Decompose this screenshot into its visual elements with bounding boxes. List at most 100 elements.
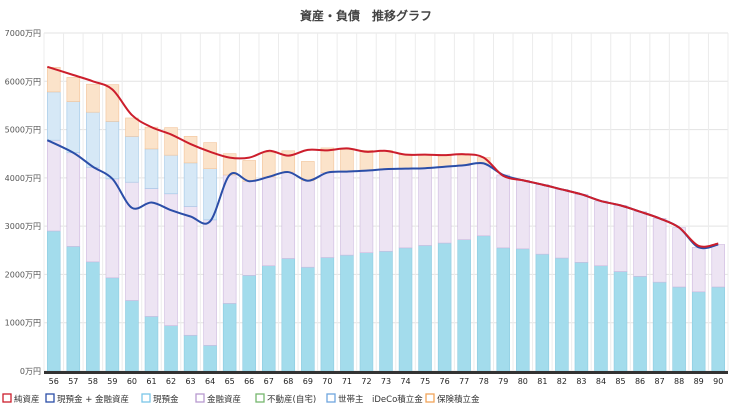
bar-segment-cash_bar xyxy=(183,334,198,372)
bar-segment-insurance_bar xyxy=(125,117,139,137)
bar-segment-cash_bar xyxy=(652,281,667,372)
bar-segment-cash_bar xyxy=(261,265,276,372)
x-tick-label: 78 xyxy=(479,377,489,386)
x-tick-label: 85 xyxy=(615,377,625,386)
x-tick-label: 74 xyxy=(400,377,410,386)
legend: 純資産 現預金 + 金融資産 現預金 金融資産 不動産(自宅) 世帯主 iDeCo積立金 保… xyxy=(2,393,480,405)
bar-segment-cash_bar xyxy=(398,247,413,372)
x-tick-label: 71 xyxy=(342,377,352,386)
bar-segment-financial_bar xyxy=(672,227,686,288)
legend-label: 不動産(自宅) xyxy=(267,394,316,405)
legend-item[interactable]: 保険積立金 xyxy=(425,393,480,405)
bar-segment-insurance_bar xyxy=(47,66,61,93)
bar-segment-cash_bar xyxy=(535,253,550,372)
bar-segment-cash_bar xyxy=(711,286,725,372)
bar-segment-financial_bar xyxy=(633,211,647,277)
x-tick-label: 87 xyxy=(655,377,665,386)
legend-item[interactable]: 現預金 + 金融資産 xyxy=(45,393,129,405)
bar-segment-cash_bar xyxy=(691,291,706,372)
bar-segment-financial_bar xyxy=(359,170,374,254)
bar-segment-financial_bar xyxy=(418,167,432,246)
bar-segment-insurance_bar xyxy=(144,126,159,150)
bar-segment-financial_bar xyxy=(437,166,452,244)
bar-segment-cash_top_bar xyxy=(125,136,139,183)
bar-segment-cash_bar xyxy=(496,247,511,372)
x-tick-label: 59 xyxy=(107,377,117,386)
bars xyxy=(47,66,725,372)
axes: 0万円 1000万円 2000万円 3000万円 4000万円 5000万円 6000万円 7… xyxy=(5,29,728,386)
x-tick-label: 57 xyxy=(68,377,78,386)
bar-segment-cash_bar xyxy=(555,257,569,372)
legend-swatch xyxy=(141,393,151,403)
x-tick-label: 56 xyxy=(49,377,59,386)
bar-segment-insurance_bar xyxy=(340,149,354,172)
x-tick-label: 82 xyxy=(557,377,567,386)
legend-label: 金融資産 xyxy=(207,394,241,405)
bar-segment-financial_bar xyxy=(594,200,608,267)
y-tick-label: 3000万円 xyxy=(5,222,41,231)
bar-segment-insurance_bar xyxy=(359,150,374,171)
bar-segment-cash_top_bar xyxy=(183,162,198,207)
bar-segment-cash_bar xyxy=(379,250,393,372)
legend-swatch xyxy=(2,393,12,403)
x-tick-label: 79 xyxy=(498,377,508,386)
x-tick-label: 61 xyxy=(146,377,156,386)
bar-segment-insurance_bar xyxy=(398,153,413,169)
bar-segment-financial_bar xyxy=(281,171,296,259)
legend-label: 世帯主 iDeCo積立金 xyxy=(338,394,423,405)
bar-segment-cash_bar xyxy=(476,235,491,372)
bar-segment-financial_bar xyxy=(398,168,413,249)
x-tick-label: 58 xyxy=(88,377,98,386)
bar-segment-financial_bar xyxy=(555,189,569,259)
legend-item[interactable]: 不動産(自宅) xyxy=(255,393,316,405)
bar-segment-cash_bar xyxy=(86,261,100,372)
x-tick-label: 80 xyxy=(518,377,528,386)
x-tick-label: 77 xyxy=(459,377,469,386)
bar-segment-insurance_bar xyxy=(86,83,100,113)
y-tick-label: 0万円 xyxy=(20,367,41,376)
bar-segment-financial_bar xyxy=(379,168,393,252)
bar-segment-cash_bar xyxy=(66,246,81,372)
bar-segment-cash_bar xyxy=(164,325,178,372)
bar-segment-insurance_bar xyxy=(261,151,276,178)
bar-segment-financial_bar xyxy=(691,247,706,293)
bar-segment-cash_top_bar xyxy=(105,121,120,180)
bar-segment-insurance_bar xyxy=(66,77,81,102)
bar-segment-cash_bar xyxy=(47,230,61,372)
bar-segment-financial_bar xyxy=(86,166,100,263)
bar-segment-financial_bar xyxy=(222,174,237,304)
bar-segment-cash_bar xyxy=(301,266,315,372)
legend-swatch xyxy=(425,393,435,403)
x-tick-label: 60 xyxy=(127,377,137,386)
legend-item[interactable]: 世帯主 iDeCo積立金 xyxy=(326,393,423,405)
y-tick-label: 1000万円 xyxy=(5,319,41,328)
bar-segment-insurance_bar xyxy=(301,161,315,182)
bar-segment-cash_bar xyxy=(222,303,237,372)
bar-segment-financial_bar xyxy=(105,178,120,279)
x-tick-label: 70 xyxy=(322,377,332,386)
x-tick-label: 88 xyxy=(674,377,684,386)
bar-segment-cash_bar xyxy=(320,257,335,372)
legend-label: 現預金 + 金融資産 xyxy=(57,394,129,405)
bar-segment-cash_bar xyxy=(672,286,686,372)
x-tick-label: 64 xyxy=(205,377,215,386)
bar-segment-insurance_bar xyxy=(203,142,217,169)
y-tick-label: 5000万円 xyxy=(5,126,41,135)
x-tick-label: 89 xyxy=(694,377,704,386)
bar-segment-financial_bar xyxy=(301,180,315,268)
bar-segment-financial_bar xyxy=(144,188,159,317)
legend-swatch xyxy=(45,393,55,403)
x-tick-label: 65 xyxy=(225,377,235,386)
x-tick-label: 75 xyxy=(420,377,430,386)
bar-segment-financial_bar xyxy=(164,193,178,326)
legend-swatch xyxy=(326,393,336,403)
legend-item[interactable]: 金融資産 xyxy=(195,393,241,405)
legend-item[interactable]: 現預金 xyxy=(141,393,179,405)
bar-segment-financial_bar xyxy=(652,218,667,283)
bar-segment-financial_bar xyxy=(574,193,589,263)
y-tick-label: 7000万円 xyxy=(5,29,41,38)
bar-segment-insurance_bar xyxy=(183,136,198,164)
bar-segment-financial_bar xyxy=(242,180,256,276)
bar-segment-financial_bar xyxy=(183,206,198,336)
legend-item[interactable]: 純資産 xyxy=(2,393,40,405)
